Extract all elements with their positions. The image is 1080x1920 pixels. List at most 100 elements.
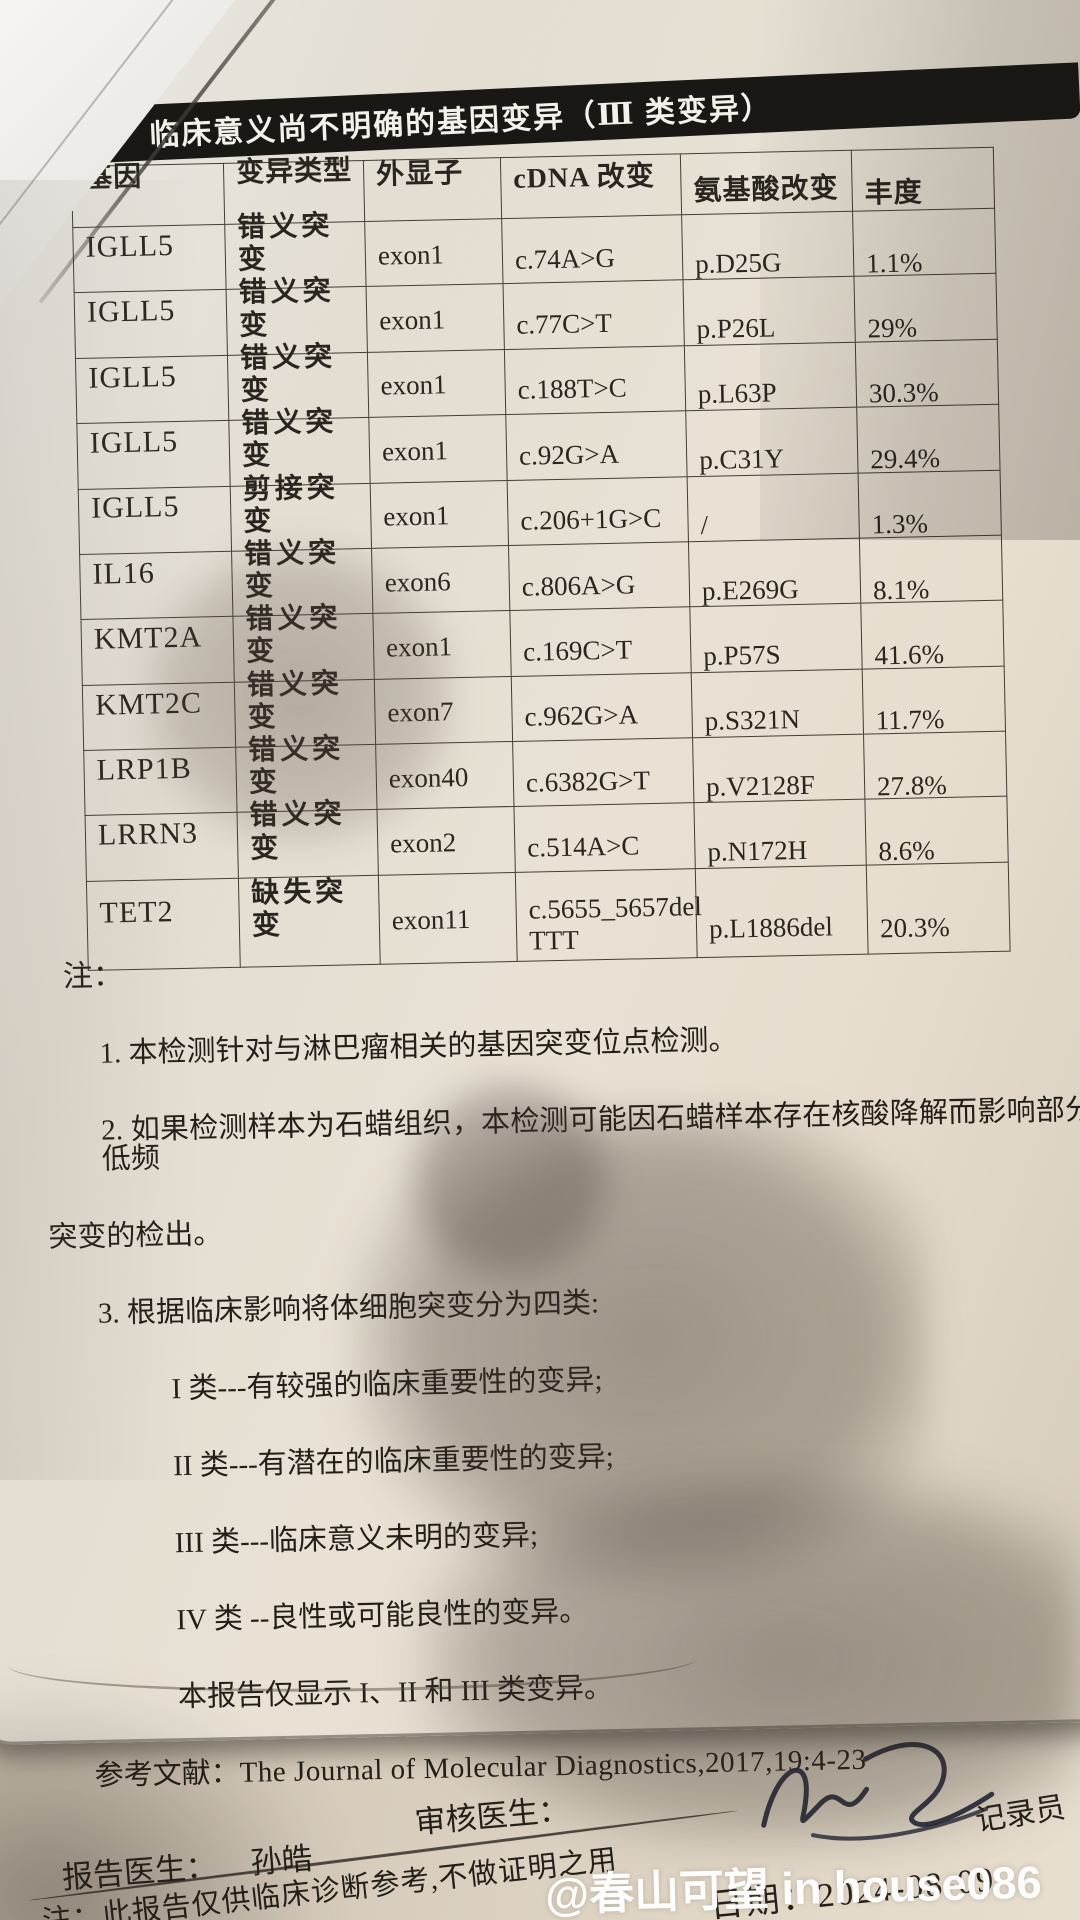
cell-exon: exon2: [377, 806, 516, 876]
cell-exon: exon1: [368, 414, 508, 483]
cell-protein: p.V2128F: [692, 734, 865, 804]
cell-value: IGLL5: [89, 424, 179, 460]
column-header-label: 丰度: [864, 177, 924, 210]
cell-value: 8.1%: [872, 573, 930, 605]
cell-value: p.E269G: [701, 573, 800, 606]
cell-value: p.V2128F: [705, 769, 816, 802]
cell-abundance: 41.6%: [860, 600, 1005, 670]
cell-value: p.D25G: [694, 246, 782, 279]
cell-value: 30.3%: [868, 377, 939, 409]
cell-protein: p.P26L: [682, 276, 856, 346]
cell-abundance: 1.3%: [858, 469, 1002, 540]
cell-value: exon2: [389, 827, 457, 859]
cell-value: 错义突变: [236, 210, 334, 276]
class-definition: III 类---临床意义未明的变异;: [174, 1519, 539, 1560]
cell-cdna: c.77C>T: [503, 280, 685, 350]
cell-value: TET2: [99, 894, 174, 930]
cell-abundance: 1.1%: [852, 208, 996, 279]
cell-protein: /: [687, 472, 860, 542]
cell-gene: LRP1B: [83, 747, 238, 816]
cell-value: c.806A>G: [521, 568, 636, 602]
cell-value: /: [700, 509, 709, 541]
cell-value: p.N172H: [707, 834, 808, 867]
cell-value: p.L63P: [697, 377, 777, 410]
cell-protein: p.P57S: [689, 603, 863, 673]
cell-value: 1.3%: [871, 508, 929, 540]
cell-cdna: c.6382G>T: [512, 737, 694, 807]
column-header-label: 变异类型: [235, 155, 353, 189]
column-header-label: 氨基酸改变: [693, 172, 839, 207]
column-header-label: 外显子: [375, 157, 464, 191]
cell-abundance: 8.1%: [859, 535, 1003, 605]
cell-gene: IGLL5: [72, 224, 227, 293]
cell-value: 29%: [867, 312, 918, 344]
cell-value: c.92G>A: [518, 438, 620, 471]
reviewer-signature: [761, 1742, 995, 1841]
cell-value: c.77C>T: [516, 307, 613, 340]
cell-abundance: 27.8%: [863, 731, 1007, 801]
cell-value: exon7: [387, 696, 454, 728]
cell-gene: IGLL5: [74, 289, 228, 359]
cell-abundance: 30.3%: [855, 338, 999, 409]
cell-value: 剪接突变: [242, 472, 340, 538]
cell-value: c.962G>A: [524, 699, 639, 732]
cell-exon: exon1: [366, 283, 505, 353]
cell-exon: exon7: [374, 676, 513, 745]
cell-value: p.C31Y: [698, 443, 785, 475]
cell-protein: p.C31Y: [685, 407, 859, 477]
cell-value: exon1: [383, 500, 450, 532]
column-header: 丰度: [851, 147, 995, 212]
column-header: 外显子: [363, 157, 502, 222]
cell-abundance: 29%: [853, 273, 998, 344]
cell-value: 错义突变: [247, 733, 345, 799]
cell-gene: IGLL5: [78, 485, 232, 555]
cell-value: exon6: [384, 565, 452, 598]
cell-value: exon1: [385, 631, 453, 663]
cell-cdna: c.188T>C: [504, 345, 686, 415]
cell-value: 29.4%: [869, 442, 941, 475]
cell-value: IGLL5: [90, 490, 180, 526]
watermark-text: @春山可望 in house086: [544, 1856, 1043, 1920]
cell-value: 错义突变: [241, 406, 338, 472]
cell-value: 1.1%: [865, 246, 923, 279]
cell-cdna: c.514A>C: [513, 803, 696, 873]
cell-value: LRRN3: [97, 816, 199, 852]
cell-cdna: c.169C>T: [509, 606, 692, 677]
cell-value: c.206+1G>C: [520, 502, 662, 536]
note-line: 2. 如果检测样本为石蜡组织，本检测可能因石蜡样本存在核酸降解而影响部分低频: [100, 1093, 1080, 1176]
class-definition: I 类---有较强的临床重要性的变异;: [171, 1364, 603, 1406]
cell-protein: p.N172H: [693, 799, 867, 869]
class-definition: IV 类 --良性或可能良性的变异。: [176, 1595, 589, 1637]
cell-value: 41.6%: [874, 638, 945, 671]
cell-value: KMT2C: [94, 686, 203, 722]
cell-value: 错义突变: [239, 341, 337, 407]
cell-abundance: 8.6%: [864, 796, 1009, 866]
cell-type: 错义突变: [237, 799, 379, 878]
cell-gene: KMT2C: [82, 681, 236, 751]
cell-exon: exon40: [375, 741, 514, 810]
cell-value: 错义突变: [246, 668, 344, 734]
cell-cdna: c.206+1G>C: [507, 476, 689, 546]
cell-value: c.169C>T: [522, 634, 633, 667]
cell-protein: p.E269G: [688, 538, 861, 607]
cell-exon: exon1: [370, 480, 509, 549]
cell-value: 错义突变: [249, 798, 346, 865]
cell-protein: p.S321N: [691, 668, 864, 738]
cell-cdna: c.962G>A: [511, 672, 693, 742]
column-header: cDNA 改变: [500, 153, 682, 219]
cell-value: 缺失突变: [250, 876, 348, 942]
cell-value: c.74A>G: [514, 242, 616, 275]
note-line: 突变的检出。: [48, 1218, 223, 1254]
note-line: 1. 本检测针对与淋巴瘤相关的基因突变位点检测。: [99, 1024, 738, 1070]
cell-value: IL16: [92, 556, 156, 591]
cell-exon: exon1: [364, 218, 504, 287]
cell-value: exon11: [391, 904, 471, 936]
cell-value: KMT2A: [93, 620, 203, 656]
cell-exon: exon6: [371, 545, 510, 614]
cell-abundance: 11.7%: [862, 665, 1006, 736]
section-title: 临床意义尚不明确的基因变异（Ⅲ 类变异）: [148, 91, 774, 153]
column-header-label: cDNA 改变: [513, 160, 656, 195]
